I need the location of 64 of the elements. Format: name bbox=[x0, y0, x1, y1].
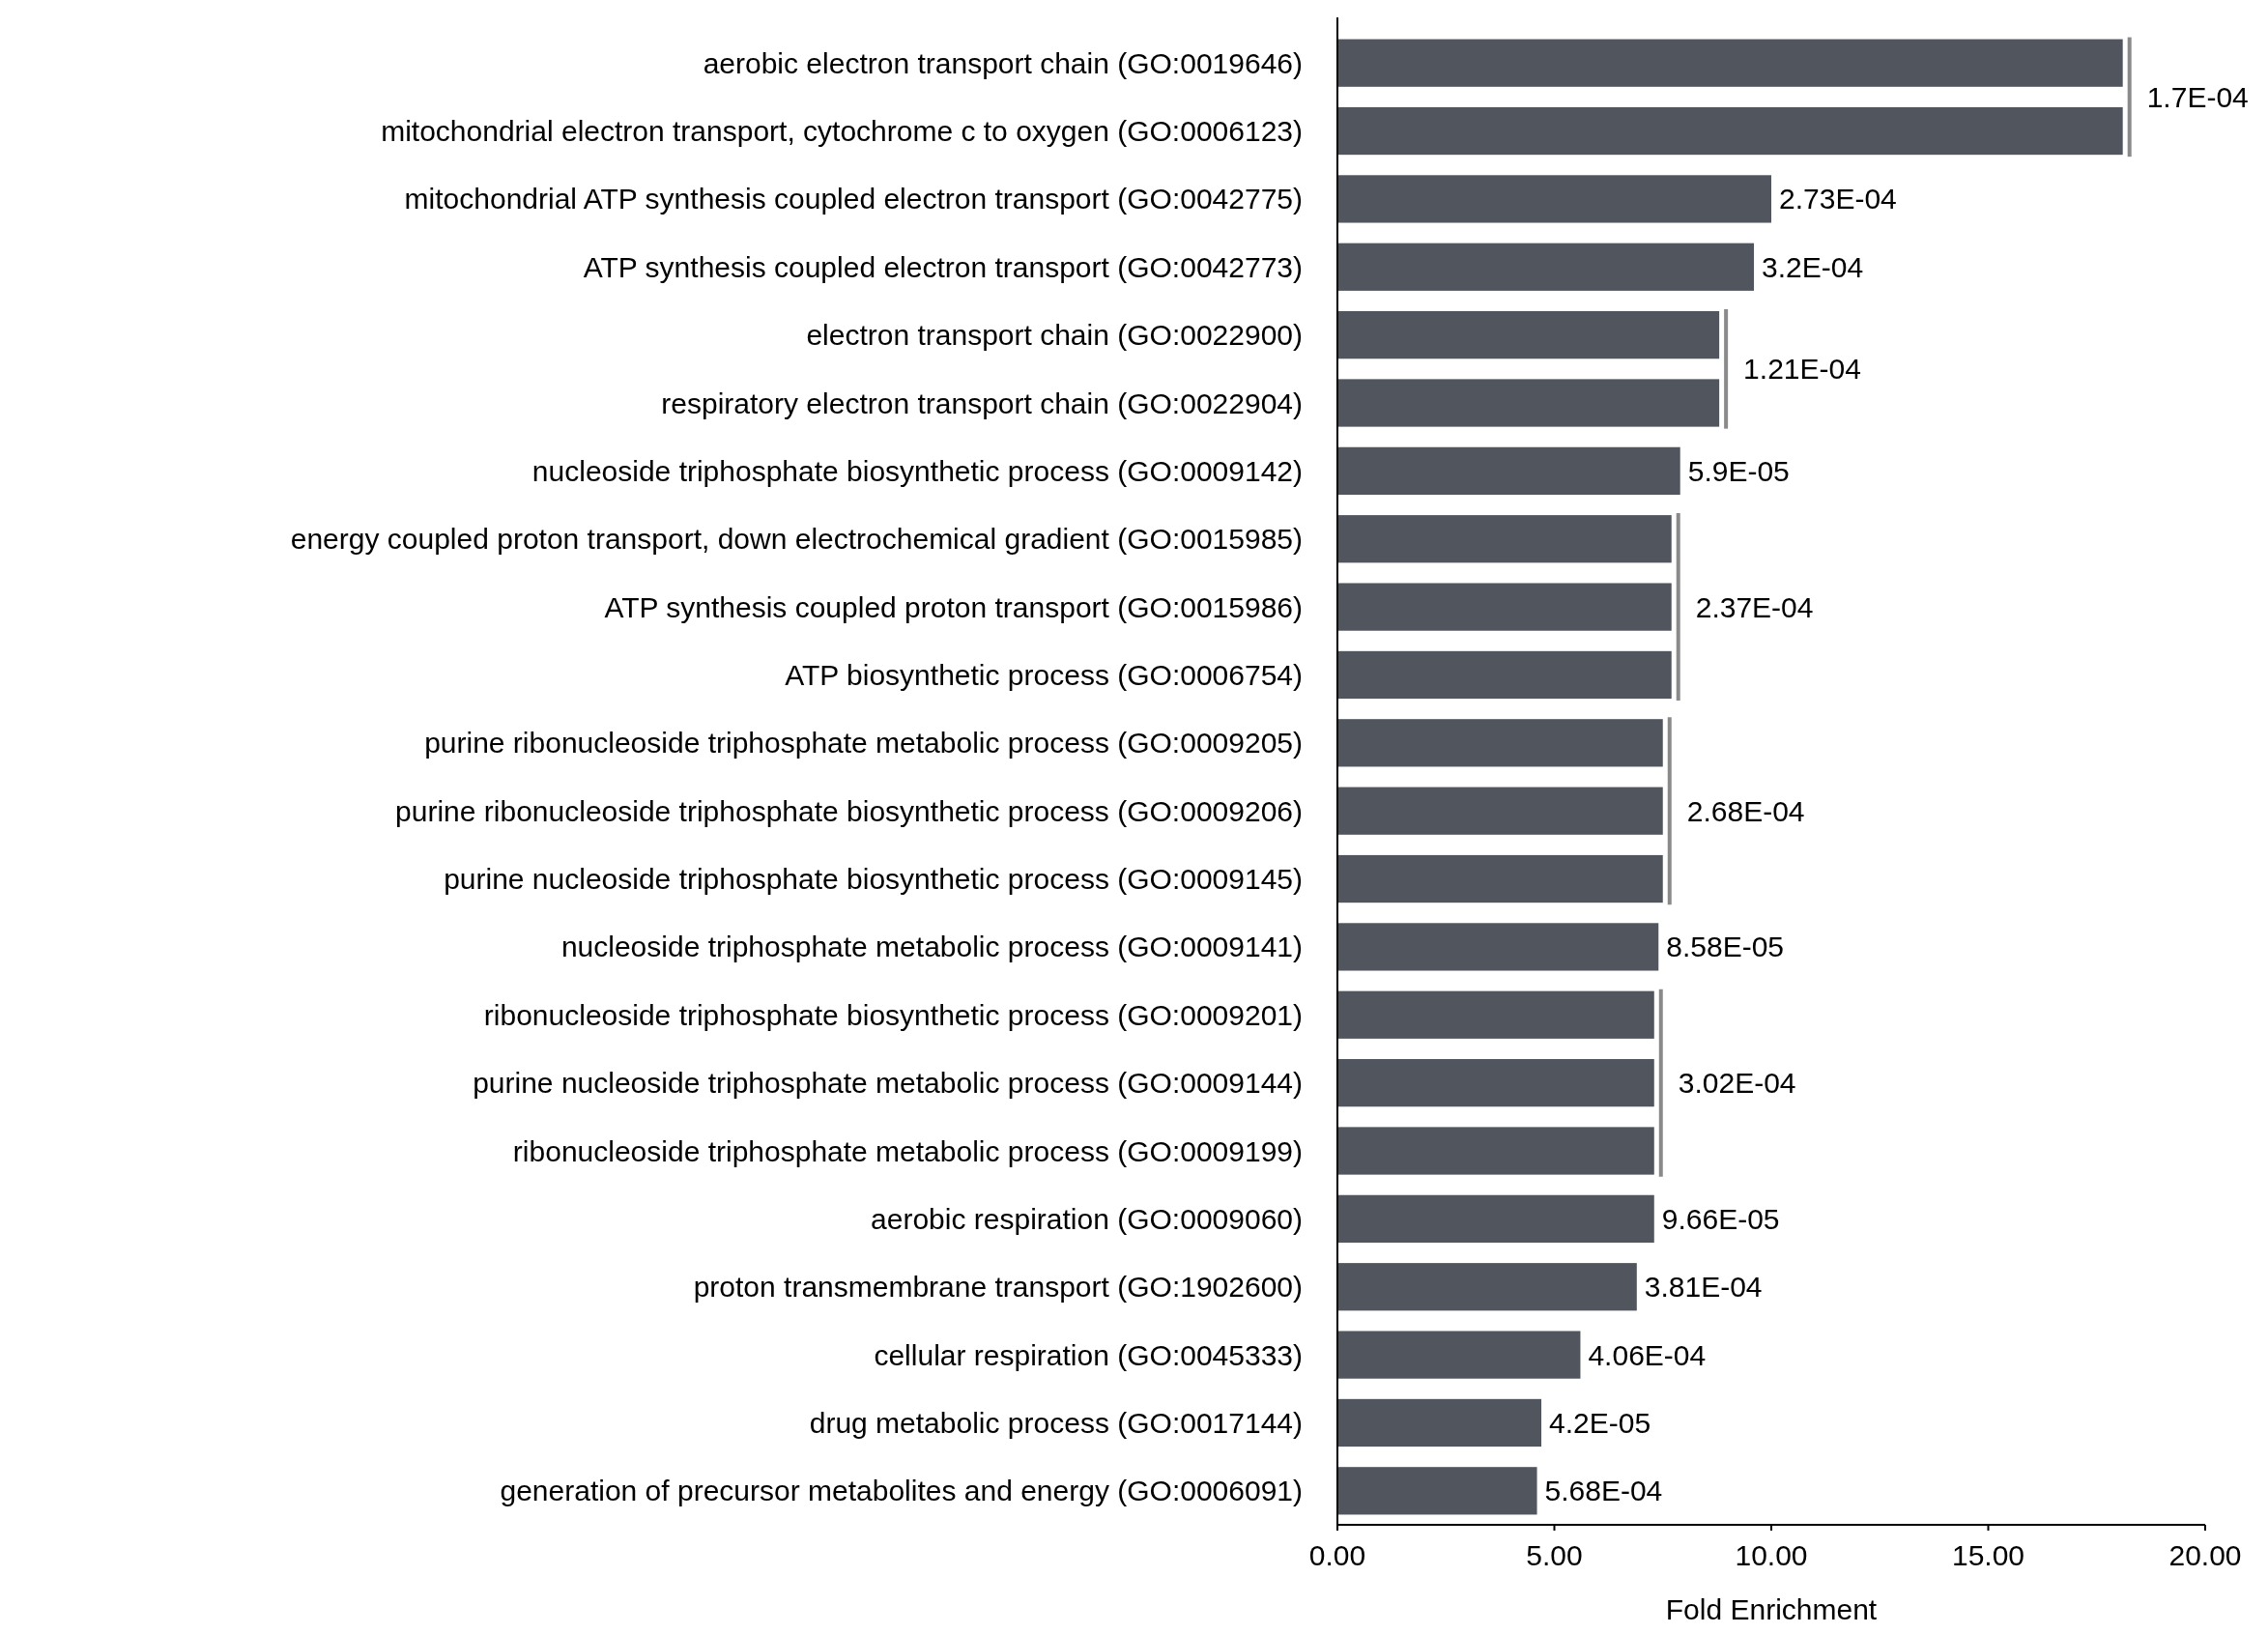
x-tick-label: 0.00 bbox=[1308, 1539, 1366, 1571]
y-tick-label: aerobic respiration (GO:0009060) bbox=[871, 1202, 1303, 1235]
y-tick-label: proton transmembrane transport (GO:1902600) bbox=[693, 1271, 1303, 1304]
y-tick-label: purine ribonucleoside triphosphate metabolic process (GO:0009205) bbox=[424, 727, 1303, 760]
y-tick-label: nucleoside triphosphate biosynthetic process (GO:0009142) bbox=[531, 454, 1303, 487]
y-tick-label: mitochondrial electron transport, cytochrome c to oxygen (GO:0006123) bbox=[381, 115, 1303, 148]
bar bbox=[1337, 446, 1680, 495]
y-tick-label: purine nucleoside triphosphate metabolic process (GO:0009144) bbox=[473, 1067, 1303, 1100]
y-tick-label: generation of precursor metabolites and energy (GO:0006091) bbox=[500, 1475, 1303, 1507]
y-tick-label: cellular respiration (GO:0045333) bbox=[874, 1338, 1303, 1371]
bar bbox=[1337, 106, 2123, 156]
bar bbox=[1337, 243, 1755, 291]
annotation: 4.06E-04 bbox=[1588, 1338, 1707, 1371]
y-tick-label: ribonucleoside triphosphate metabolic process (GO:0009199) bbox=[512, 1134, 1303, 1167]
annotation: 8.58E-05 bbox=[1666, 931, 1785, 963]
y-tick-label: aerobic electron transport chain (GO:0019646) bbox=[703, 46, 1303, 79]
annotation: 1.7E-04 bbox=[2146, 80, 2249, 113]
y-tick-label: mitochondrial ATP synthesis coupled electron transport (GO:0042775) bbox=[404, 183, 1303, 215]
annotation: 3.2E-04 bbox=[1762, 250, 1864, 283]
bar bbox=[1337, 923, 1659, 971]
y-tick-label: electron transport chain (GO:0022900) bbox=[806, 319, 1303, 352]
annotation: 9.66E-05 bbox=[1661, 1202, 1780, 1235]
bar bbox=[1337, 719, 1663, 767]
annotation: 4.2E-05 bbox=[1549, 1406, 1651, 1439]
y-tick-label: ATP synthesis coupled electron transport (GO:0042773) bbox=[583, 250, 1303, 283]
y-tick-label: respiratory electron transport chain (GO:0022904) bbox=[661, 387, 1303, 419]
annotation: 2.73E-04 bbox=[1779, 183, 1897, 215]
bar bbox=[1337, 175, 1771, 223]
y-tick-label: purine ribonucleoside triphosphate biosynthetic process (GO:0009206) bbox=[395, 794, 1303, 827]
bar bbox=[1337, 1331, 1581, 1379]
bar bbox=[1337, 854, 1663, 903]
bar bbox=[1337, 311, 1720, 359]
y-tick-label: ATP synthesis coupled proton transport (GO:0015986) bbox=[604, 590, 1303, 623]
bar bbox=[1337, 379, 1720, 427]
bar bbox=[1337, 1263, 1637, 1311]
x-tick-label: 15.00 bbox=[1951, 1539, 2025, 1571]
y-tick-label: energy coupled proton transport, down electrochemical gradient (GO:0015985) bbox=[290, 523, 1303, 556]
y-tick-label: drug metabolic process (GO:0017144) bbox=[809, 1406, 1303, 1439]
y-tick-label: nucleoside triphosphate metabolic process (GO:0009141) bbox=[560, 931, 1303, 963]
bar bbox=[1337, 787, 1663, 835]
x-tick-label: 20.00 bbox=[2168, 1539, 2242, 1571]
annotation: 1.21E-04 bbox=[1743, 353, 1861, 386]
annotation: 5.9E-05 bbox=[1687, 454, 1790, 487]
annotation: 5.68E-04 bbox=[1544, 1475, 1663, 1507]
x-axis-title: Fold Enrichment bbox=[1665, 1593, 1878, 1625]
bar bbox=[1337, 1398, 1542, 1448]
bar bbox=[1337, 1059, 1654, 1107]
annotation: 3.81E-04 bbox=[1644, 1271, 1763, 1304]
bar bbox=[1337, 1467, 1537, 1515]
annotation: 2.37E-04 bbox=[1695, 590, 1814, 623]
annotation: 2.68E-04 bbox=[1686, 794, 1805, 827]
bar bbox=[1337, 1194, 1654, 1243]
bar bbox=[1337, 990, 1654, 1039]
y-tick-label: ATP biosynthetic process (GO:0006754) bbox=[785, 658, 1303, 691]
x-tick-label: 10.00 bbox=[1735, 1539, 1808, 1571]
bar bbox=[1337, 583, 1672, 631]
bar bbox=[1337, 39, 2123, 87]
bar bbox=[1337, 515, 1672, 563]
annotation: 3.02E-04 bbox=[1678, 1067, 1796, 1100]
x-tick-label: 5.00 bbox=[1526, 1539, 1583, 1571]
bar bbox=[1337, 650, 1672, 700]
y-tick-label: ribonucleoside triphosphate biosynthetic process (GO:0009201) bbox=[483, 998, 1303, 1031]
y-tick-label: purine nucleoside triphosphate biosynthetic process (GO:0009145) bbox=[444, 863, 1303, 896]
bar bbox=[1337, 1127, 1654, 1175]
